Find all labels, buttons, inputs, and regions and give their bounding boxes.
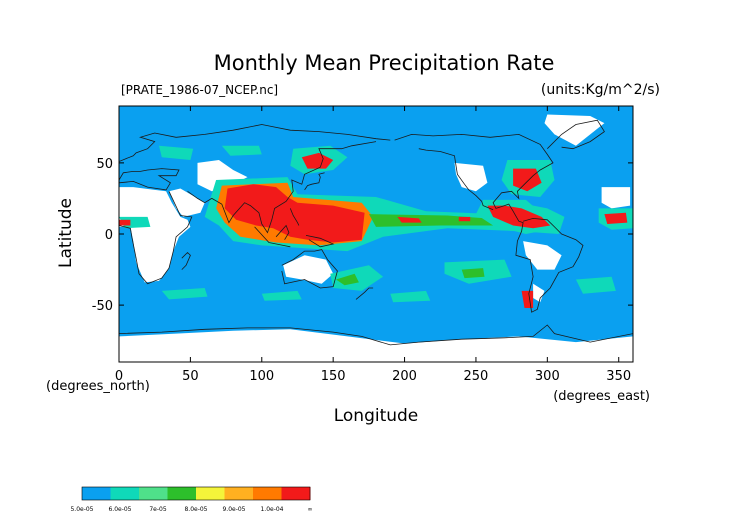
colorbar-swatch-6 — [253, 487, 282, 500]
coastline-11 — [418, 148, 494, 211]
plot-area — [119, 106, 633, 362]
coastline-10 — [394, 133, 584, 313]
colorbar-swatch-5 — [224, 487, 254, 500]
colorbar-label-1: 6.0e-05 — [108, 506, 131, 513]
y-axis-label: Latitude — [56, 198, 76, 268]
dry-land-layer — [119, 114, 633, 362]
x-tick-label-50: 50 — [182, 369, 199, 384]
coastline-9 — [289, 208, 300, 226]
y-tick-label--50: -50 — [92, 299, 113, 314]
colorbar-swatch-2 — [139, 487, 168, 500]
dry-land-patch-1 — [601, 187, 631, 209]
rain-cell-23 — [119, 219, 131, 226]
colorbar-label-5: 1.0e-04 — [260, 506, 283, 513]
colorbar-frame — [81, 486, 311, 501]
rain-cell-2 — [224, 184, 365, 243]
x-tick-label-100: 100 — [249, 369, 274, 384]
x-tick-label-200: 200 — [392, 369, 417, 384]
x-axis-label: Longitude — [334, 406, 419, 426]
file-label: [PRATE_1986-07_NCEP.nc] — [121, 83, 278, 97]
dry-land-patch-5 — [454, 162, 488, 192]
dry-land-patch-7 — [533, 283, 545, 303]
rain-cell-25 — [261, 290, 302, 301]
coastline-0 — [119, 168, 180, 191]
x-tick-label-150: 150 — [321, 369, 346, 384]
rain-cell-4 — [397, 216, 422, 223]
rain-cell-7 — [487, 205, 551, 229]
rain-cell-11 — [604, 212, 628, 224]
colorbar-label-2: 7e-05 — [149, 506, 166, 513]
rain-cell-14 — [221, 145, 262, 156]
rain-cell-13 — [301, 152, 334, 169]
coastline-7 — [305, 235, 335, 248]
colorbar-swatch-1 — [110, 487, 140, 500]
coastline-8 — [304, 172, 325, 191]
colorbar-swatch-4 — [196, 487, 225, 500]
x-tick-label-250: 250 — [464, 369, 489, 384]
rain-cell-24 — [161, 288, 208, 300]
colorbar-label-4: 9.0e-05 — [222, 506, 245, 513]
colorbar-label-3: 8.0e-05 — [184, 506, 207, 513]
y-axis: -50 0 50 — [92, 157, 633, 314]
x-units-label: (degrees_east) — [553, 389, 650, 404]
coastline-3 — [187, 141, 377, 234]
units-label: (units:Kg/m^2/s) — [541, 82, 660, 98]
colorbar-swatch-3 — [167, 487, 197, 500]
coastline-4 — [281, 249, 338, 289]
coastline-14 — [355, 287, 374, 300]
dry-land-patch-0 — [119, 187, 191, 283]
dry-land-patch-9 — [544, 114, 605, 146]
colorbar: 5.0e-05 6.0e-05 7e-05 8.0e-05 9.0e-05 1.0e-04… — [70, 486, 313, 513]
rain-cell-26 — [390, 290, 431, 303]
dry-land-patch-6 — [523, 241, 562, 270]
rain-cell-21 — [575, 276, 616, 294]
coastline-2 — [119, 191, 193, 285]
coastline-13 — [119, 324, 633, 346]
x-tick-label-0: 0 — [115, 369, 123, 384]
colorbar-swatch-7 — [281, 487, 311, 500]
coastline-15 — [181, 251, 191, 270]
coastline-5 — [254, 226, 291, 248]
coastline-1 — [119, 124, 391, 162]
rain-cell-19 — [461, 268, 485, 279]
x-tick-label-350: 350 — [606, 369, 631, 384]
coastline-layer — [119, 119, 633, 346]
rain-cell-15 — [159, 145, 194, 160]
y-tick-label-0: 0 — [105, 228, 113, 243]
colorbar-swatch-0 — [82, 487, 111, 500]
y-tick-label-50: 50 — [96, 157, 113, 172]
rain-cell-17 — [336, 273, 359, 286]
coastline-6 — [275, 224, 290, 240]
dry-land-patch-4 — [283, 255, 334, 284]
chart-title: Monthly Mean Precipitation Rate — [214, 51, 555, 75]
y-units-label: (degrees_north) — [46, 379, 150, 394]
coastline-12 — [547, 119, 605, 150]
dry-land-patch-3 — [197, 160, 248, 192]
colorbar-label-6: ∞ — [308, 506, 313, 513]
rain-cell-5 — [458, 216, 471, 222]
x-tick-label-300: 300 — [535, 369, 560, 384]
x-axis: 0 50 100 150 200 250 300 350 — [115, 106, 631, 384]
colorbar-label-0: 5.0e-05 — [70, 506, 93, 513]
